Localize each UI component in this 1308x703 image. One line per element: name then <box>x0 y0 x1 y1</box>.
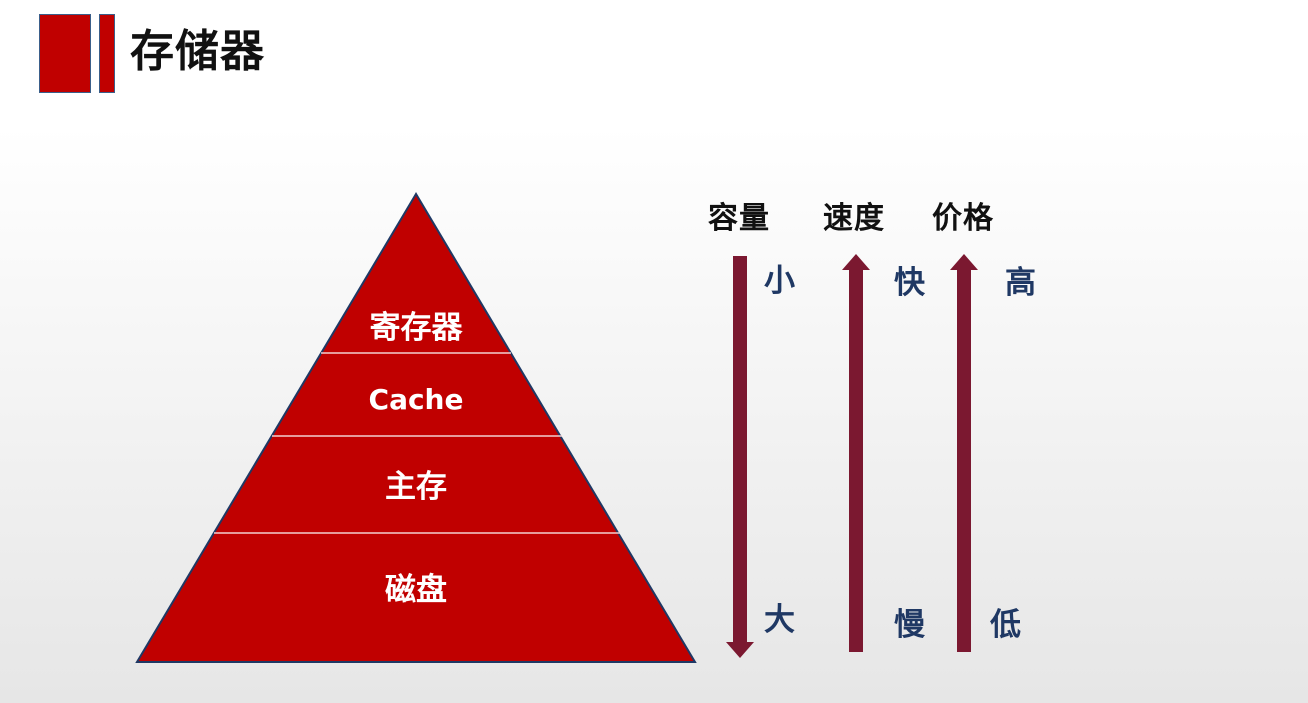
speed-top-label: 快 <box>894 265 925 301</box>
price-header: 价格 <box>932 201 994 236</box>
title-accent-block <box>39 14 91 93</box>
capacity-bottom-label: 大 <box>764 602 795 638</box>
price-arrow-head <box>950 254 978 270</box>
pyramid-level-register: 寄存器 <box>370 310 464 346</box>
speed-arrow-shaft <box>849 270 863 652</box>
pyramid-level-main-memory: 主存 <box>385 469 447 505</box>
capacity-header: 容量 <box>708 201 770 236</box>
speed-arrow-head <box>842 254 870 270</box>
capacity-arrow-head <box>726 642 754 658</box>
pyramid-shape <box>135 192 697 663</box>
pyramid-level-cache: Cache <box>369 383 464 416</box>
pyramid-level-disk: 磁盘 <box>385 572 447 608</box>
capacity-top-label: 小 <box>764 263 795 299</box>
price-bottom-label: 低 <box>990 607 1021 643</box>
price-arrow-shaft <box>957 270 971 652</box>
price-top-label: 高 <box>1005 265 1036 301</box>
page-title: 存储器 <box>130 26 265 77</box>
capacity-arrow-shaft <box>733 256 747 642</box>
speed-header: 速度 <box>823 201 885 236</box>
title-accent-stripe <box>99 14 115 93</box>
speed-bottom-label: 慢 <box>894 607 925 643</box>
